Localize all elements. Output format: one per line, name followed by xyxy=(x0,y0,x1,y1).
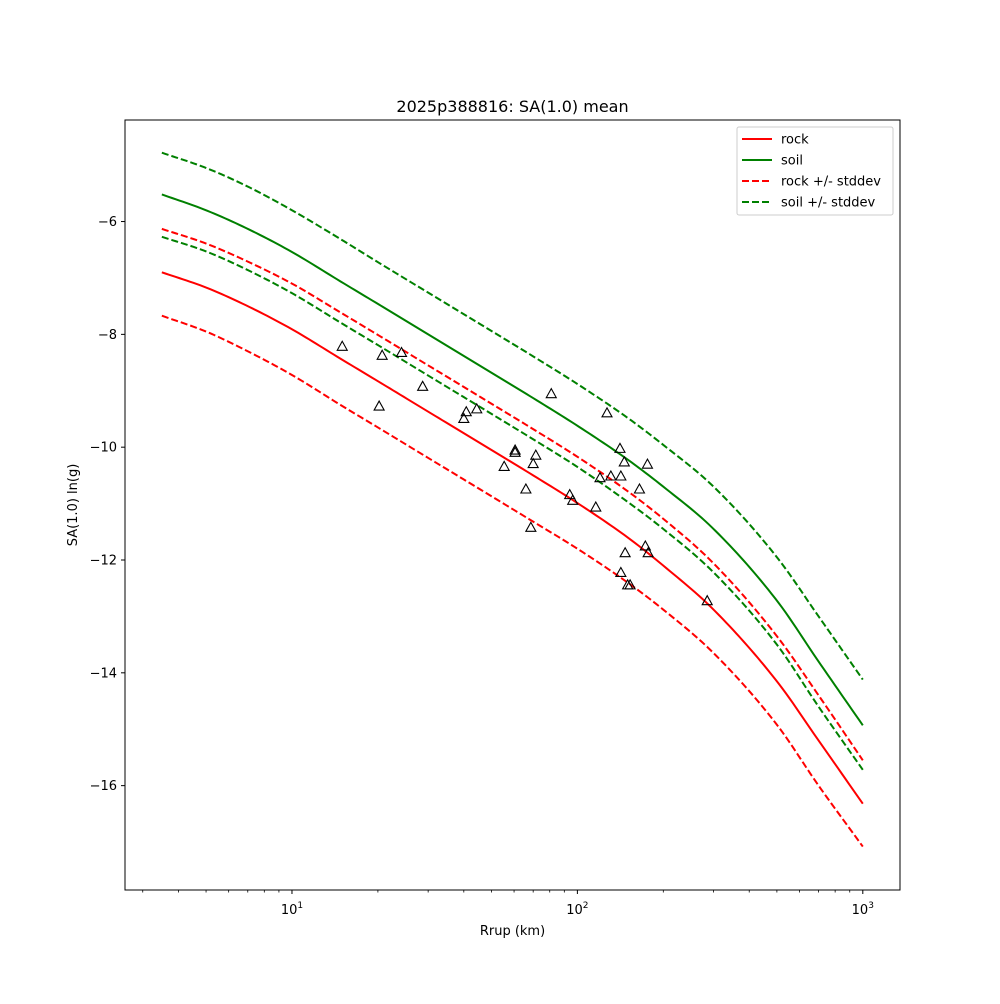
data-point-triangle xyxy=(563,488,576,500)
data-point-triangle xyxy=(589,500,602,512)
data-point-triangle xyxy=(470,402,483,414)
data-point-triangle xyxy=(529,449,542,460)
series-line-rock xyxy=(161,271,864,805)
chart-title: 2025p388816: SA(1.0) mean xyxy=(396,97,628,116)
series-line-soil-stddev-lower xyxy=(161,235,864,771)
data-point-triangle xyxy=(614,469,627,481)
y-tick-label: −14 xyxy=(90,666,117,681)
legend-box xyxy=(736,126,894,216)
data-point-triangle xyxy=(545,387,558,399)
x-axis-label: Rrup (km) xyxy=(480,924,545,939)
data-point-triangle xyxy=(519,482,532,494)
y-tick-label: −8 xyxy=(98,328,117,343)
x-tick-label: 103 xyxy=(852,901,874,918)
y-tick-label: −6 xyxy=(98,215,117,230)
y-axis-label: SA(1.0) ln(g) xyxy=(66,464,81,547)
data-point-triangle xyxy=(701,594,714,606)
data-point-triangle xyxy=(614,566,627,578)
data-point-triangle xyxy=(594,471,606,483)
legend-label: soil xyxy=(781,154,803,169)
legend-label: rock +/- stddev xyxy=(781,175,881,190)
data-point-triangle xyxy=(457,412,470,424)
y-tick-label: −16 xyxy=(90,779,117,794)
data-point-triangle xyxy=(624,578,637,590)
data-point-triangle xyxy=(460,405,473,417)
series-line-soil xyxy=(161,193,864,726)
x-tick-label: 101 xyxy=(281,901,303,918)
y-tick-label: −10 xyxy=(90,441,117,456)
data-point-triangle xyxy=(498,460,511,471)
x-tick-label: 102 xyxy=(566,901,588,918)
data-point-triangle xyxy=(524,521,537,532)
series-lines xyxy=(161,151,864,848)
data-point-triangle xyxy=(376,349,389,360)
data-point-triangle xyxy=(601,406,613,418)
data-point-triangle xyxy=(604,469,617,481)
data-point-triangle xyxy=(509,446,522,457)
data-point-triangle xyxy=(633,482,646,494)
data-point-triangle xyxy=(566,494,579,505)
data-point-triangle xyxy=(373,399,386,411)
data-point-triangle xyxy=(618,455,631,467)
data-point-triangle xyxy=(619,546,632,558)
plot-frame xyxy=(124,119,901,891)
data-point-triangle xyxy=(336,340,349,351)
axis-ticks: −16 −14 −12 −10 −8 −6 101 102 103 xyxy=(90,215,874,918)
data-point-triangle xyxy=(395,346,408,358)
data-point-triangle xyxy=(614,442,626,453)
legend-label: rock xyxy=(781,133,809,148)
series-line-soil-stddev xyxy=(161,151,864,681)
data-point-triangle xyxy=(639,539,652,551)
observation-markers xyxy=(336,340,714,606)
data-point-triangle xyxy=(641,458,654,469)
data-point-triangle xyxy=(527,457,540,469)
series-line-rock-stddev xyxy=(161,314,864,848)
series-line-rock-stddev-upper xyxy=(161,227,864,761)
data-point-triangle xyxy=(509,443,522,455)
data-point-triangle xyxy=(642,546,655,558)
legend-label: soil +/- stddev xyxy=(781,196,876,211)
data-point-triangle xyxy=(416,380,429,391)
y-tick-label: −12 xyxy=(90,554,117,569)
legend: rock soil rock +/- stddev soil +/- stddev xyxy=(736,126,894,216)
